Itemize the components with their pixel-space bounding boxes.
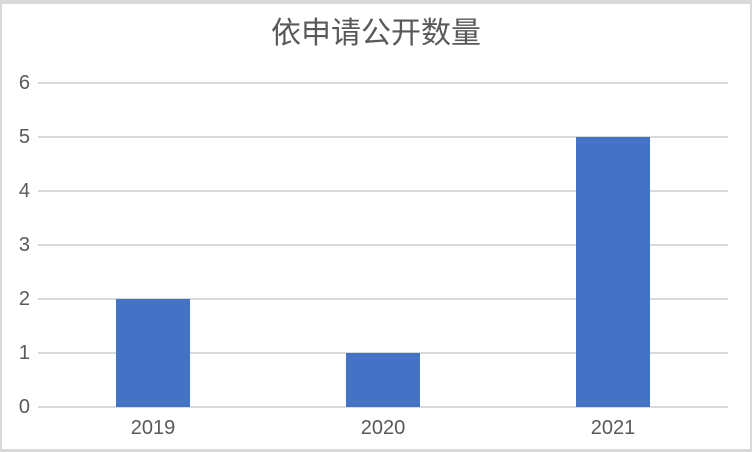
bar-2020 (346, 353, 420, 407)
frame-border-left (0, 0, 2, 452)
y-axis-tick-label-4: 4 (18, 180, 30, 202)
gridline-y6 (38, 82, 728, 84)
frame-border-right (750, 0, 752, 452)
gridline-y5 (38, 136, 728, 138)
gridline-y2 (38, 298, 728, 300)
y-axis-tick-label-6: 6 (18, 72, 30, 94)
gridline-y4 (38, 190, 728, 192)
x-axis-tick-label-2019: 2019 (130, 417, 176, 439)
frame-border-bottom (0, 449, 752, 452)
gridline-y0 (38, 406, 728, 408)
gridline-y3 (38, 244, 728, 246)
bar-2021 (576, 137, 650, 407)
x-axis-tick-label-2020: 2020 (360, 417, 406, 439)
frame-border-top (0, 0, 752, 4)
y-axis-tick-label-1: 1 (18, 342, 30, 364)
y-axis-tick-label-0: 0 (18, 396, 30, 418)
y-axis-tick-label-2: 2 (18, 288, 30, 310)
chart-title: 依申请公开数量 (271, 17, 481, 50)
bar-2019 (116, 299, 190, 407)
y-axis-tick-label-3: 3 (18, 234, 30, 256)
x-axis-tick-label-2021: 2021 (590, 417, 636, 439)
y-axis-tick-label-5: 5 (18, 126, 30, 148)
